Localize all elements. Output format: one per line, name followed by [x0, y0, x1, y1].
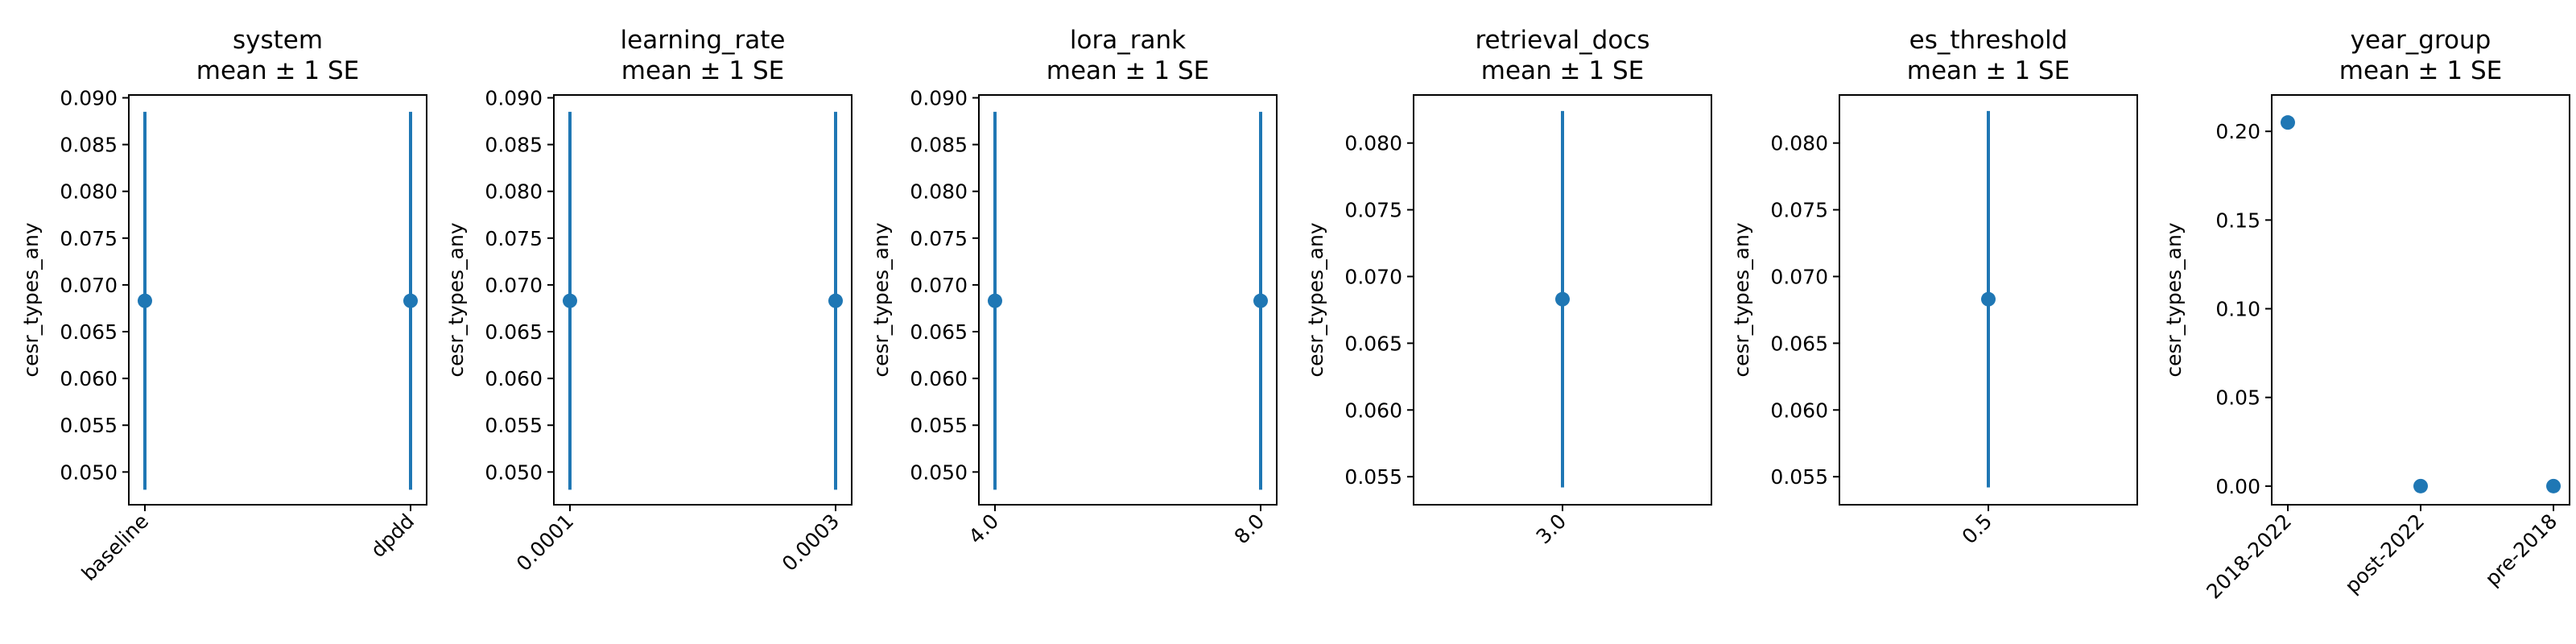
y-tick-label: 0.065 [60, 320, 118, 344]
y-tick-label: 0.090 [485, 86, 543, 109]
axes-frame [978, 94, 1278, 506]
y-tick-label: 0.085 [60, 134, 118, 157]
data-point [1981, 291, 1996, 307]
x-tick-label: baseline [77, 510, 154, 586]
y-tick-label: 0.090 [60, 86, 118, 109]
data-point [2413, 478, 2428, 493]
y-tick-label: 0.060 [60, 367, 118, 390]
y-tick-label: 0.055 [485, 414, 543, 437]
y-tick-label: 0.080 [1770, 132, 1828, 155]
data-point [403, 293, 418, 308]
data-point [2281, 115, 2295, 130]
y-axis-label: cesr_types_any [444, 222, 468, 377]
y-tick-label: 0.055 [1344, 465, 1402, 489]
y-tick-label: 0.060 [910, 367, 968, 390]
y-tick-label: 0.060 [1344, 398, 1402, 422]
y-tick-label: 0.10 [2215, 298, 2260, 321]
axes-frame [553, 94, 852, 506]
x-tick-label: 3.0 [1532, 510, 1571, 549]
y-axis-label: cesr_types_any [869, 222, 893, 377]
y-tick-label: 0.05 [2215, 386, 2260, 410]
y-axis-label: cesr_types_any [2162, 222, 2186, 377]
data-point [988, 293, 1002, 308]
chart-panel-6: year_group mean ± 1 SE 0.00 0.05 0.10 0.15 0.2… [2162, 26, 2570, 604]
data-point [1253, 293, 1268, 308]
y-tick-label: 0.080 [60, 180, 118, 204]
y-tick-label: 0.070 [485, 274, 543, 297]
chart-title: year_group mean ± 1 SE [2339, 26, 2502, 85]
data-point [828, 293, 843, 308]
y-tick-label: 0.080 [485, 180, 543, 204]
y-tick-label: 0.00 [2215, 475, 2260, 498]
y-tick-label: 0.080 [1344, 132, 1402, 155]
chart-panel-2: learning_rate mean ± 1 SE 0.050 0.055 0.060 0… [444, 26, 852, 576]
data-point [138, 293, 152, 308]
x-tick-label: pre-2018 [2480, 510, 2562, 591]
x-tick-label: 0.5 [1958, 510, 1997, 549]
y-tick-label: 0.070 [1344, 265, 1402, 288]
y-tick-label: 0.050 [910, 460, 968, 484]
chart-title: es_threshold mean ± 1 SE [1907, 26, 2070, 85]
y-tick-label: 0.065 [910, 320, 968, 344]
x-tick-label: dpdd [366, 510, 419, 562]
chart-panel-4: retrieval_docs mean ± 1 SE 0.055 0.060 0.065… [1304, 26, 1712, 549]
y-tick-label: 0.060 [485, 367, 543, 390]
y-tick-label: 0.075 [910, 227, 968, 250]
chart-title: retrieval_docs mean ± 1 SE [1475, 26, 1649, 85]
y-tick-label: 0.070 [910, 274, 968, 297]
y-tick-label: 0.055 [60, 414, 118, 437]
chart-panel-3: lora_rank mean ± 1 SE 0.050 0.055 0.060 0.065… [869, 26, 1278, 549]
axes-frame [128, 94, 427, 506]
y-axis-label: cesr_types_any [1730, 222, 1753, 377]
y-tick-label: 0.055 [910, 414, 968, 437]
chart-title: lora_rank mean ± 1 SE [1046, 26, 1209, 85]
x-tick-label: 0.0003 [778, 510, 844, 576]
y-tick-label: 0.20 [2215, 120, 2260, 143]
y-tick-label: 0.065 [1770, 332, 1828, 355]
y-tick-label: 0.070 [60, 274, 118, 297]
y-tick-label: 0.075 [1770, 199, 1828, 222]
y-tick-label: 0.15 [2215, 208, 2260, 232]
x-tick-label: post-2022 [2340, 510, 2429, 598]
x-tick-label: 2018-2022 [2202, 510, 2296, 604]
axes-frame [2271, 94, 2570, 506]
y-tick-label: 0.065 [485, 320, 543, 344]
y-tick-label: 0.075 [60, 227, 118, 250]
y-tick-label: 0.050 [485, 460, 543, 484]
y-tick-label: 0.075 [485, 227, 543, 250]
chart-title: learning_rate mean ± 1 SE [621, 26, 786, 85]
y-axis-label: cesr_types_any [19, 222, 43, 377]
y-tick-label: 0.050 [60, 460, 118, 484]
y-tick-label: 0.085 [910, 134, 968, 157]
data-point [1555, 291, 1570, 307]
y-tick-label: 0.055 [1770, 465, 1828, 489]
y-tick-label: 0.070 [1770, 265, 1828, 288]
y-tick-label: 0.065 [1344, 332, 1402, 355]
y-tick-label: 0.060 [1770, 398, 1828, 422]
y-tick-label: 0.080 [910, 180, 968, 204]
data-point [563, 293, 577, 308]
y-tick-label: 0.085 [485, 134, 543, 157]
y-tick-label: 0.090 [910, 86, 968, 109]
x-tick-label: 4.0 [964, 510, 1004, 549]
x-tick-label: 0.0001 [512, 510, 578, 576]
y-tick-label: 0.075 [1344, 199, 1402, 222]
data-point [2546, 478, 2561, 493]
y-axis-label: cesr_types_any [1304, 222, 1327, 377]
chart-panel-1: system mean ± 1 SE 0.050 0.055 0.060 0.065 0.0… [19, 26, 427, 585]
chart-panel-5: es_threshold mean ± 1 SE 0.055 0.060 0.065 0.… [1730, 26, 2138, 549]
x-tick-label: 8.0 [1230, 510, 1269, 549]
chart-title: system mean ± 1 SE [196, 26, 359, 85]
